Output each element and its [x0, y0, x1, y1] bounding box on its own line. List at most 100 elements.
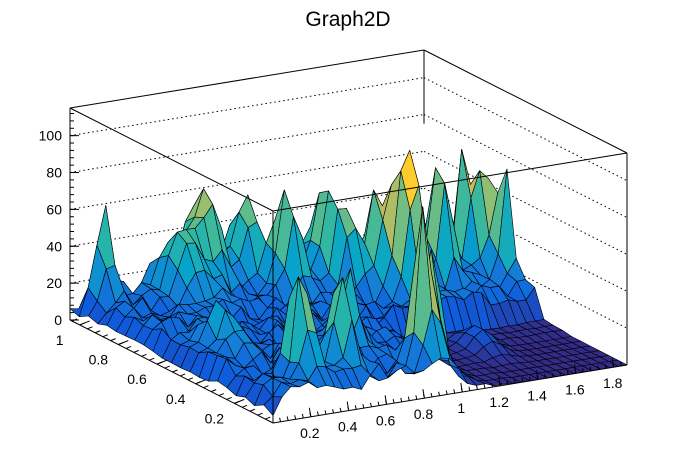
- x-tick-label: 1: [457, 400, 465, 416]
- y-minor-tick: [149, 357, 155, 361]
- x-minor-tick: [513, 379, 516, 384]
- x-minor-tick: [475, 385, 478, 390]
- x-minor-tick: [619, 361, 622, 367]
- frame-edge: [272, 152, 628, 212]
- y-tick-label: 0.8: [89, 352, 109, 368]
- y-minor-tick: [79, 322, 85, 326]
- y-minor-tick: [195, 381, 201, 385]
- x-minor-tick: [279, 417, 282, 422]
- gridline-right-wall: [423, 114, 628, 218]
- x-minor-tick: [597, 365, 600, 370]
- x-minor-tick: [377, 401, 380, 406]
- x-minor-tick: [392, 399, 395, 404]
- y-minor-tick: [180, 373, 186, 377]
- x-minor-tick: [347, 406, 350, 411]
- y-minor-tick: [164, 365, 170, 369]
- x-minor-tick: [430, 392, 433, 398]
- y-minor-tick: [265, 416, 271, 420]
- x-tick-label: 1.6: [565, 381, 585, 397]
- x-tick-label: 0.6: [376, 412, 396, 428]
- x-minor-tick: [460, 387, 463, 393]
- x-minor-tick: [438, 391, 441, 396]
- z-tick-label: 80: [46, 165, 62, 181]
- x-tick-label: 1.2: [489, 394, 509, 410]
- gridline-right-wall: [423, 77, 628, 182]
- axes: 0 20 40 60 80 100 0.2 0.4 0.6 0.8 1 1.2 1.4 1.6 1.8 0.2…: [39, 113, 623, 441]
- x-minor-tick: [491, 382, 494, 388]
- y-minor-tick: [234, 400, 240, 404]
- x-minor-tick: [536, 375, 539, 380]
- y-axis-line: [69, 319, 274, 424]
- y-minor-tick: [125, 345, 132, 349]
- gridline-right-wall: [423, 187, 628, 292]
- y-minor-tick: [210, 389, 217, 393]
- x-minor-tick: [506, 380, 509, 385]
- x-minor-tick: [445, 390, 448, 395]
- x-tick-label: 0.8: [414, 406, 434, 422]
- x-minor-tick: [332, 408, 335, 414]
- z-tick-label: 60: [46, 201, 62, 217]
- y-tick-label: 0.6: [127, 371, 147, 387]
- x-minor-tick: [294, 415, 297, 420]
- frame-edge: [69, 49, 425, 109]
- x-tick-label: 0.2: [300, 425, 320, 441]
- gridline-right-wall: [423, 224, 628, 329]
- y-minor-tick: [87, 326, 93, 330]
- gridline-back-wall: [69, 224, 425, 284]
- y-minor-tick: [226, 396, 232, 400]
- gridline-back-wall: [69, 77, 425, 137]
- y-minor-tick: [141, 353, 147, 357]
- x-minor-tick: [498, 381, 501, 386]
- y-minor-tick: [249, 408, 255, 412]
- y-minor-tick: [94, 330, 101, 334]
- y-minor-tick: [172, 369, 178, 373]
- x-minor-tick: [581, 368, 584, 373]
- x-minor-tick: [574, 369, 577, 374]
- x-minor-tick: [566, 370, 569, 375]
- z-tick-label: 100: [39, 128, 63, 144]
- x-minor-tick: [301, 413, 304, 419]
- y-tick-label: 0.2: [205, 410, 225, 426]
- x-minor-tick: [589, 366, 592, 372]
- x-tick-label: 0.4: [338, 419, 358, 435]
- y-tick-label: 1: [56, 332, 64, 348]
- x-minor-tick: [316, 411, 319, 416]
- x-minor-tick: [483, 384, 486, 389]
- frame-edge: [69, 107, 274, 212]
- y-minor-tick: [133, 349, 139, 353]
- chart-title: Graph2D: [305, 8, 390, 31]
- x-minor-tick: [400, 397, 403, 403]
- gridline-right-wall: [423, 150, 628, 255]
- y-minor-tick: [71, 318, 78, 322]
- x-minor-tick: [604, 364, 607, 369]
- x-minor-tick: [422, 394, 425, 399]
- y-minor-tick: [203, 385, 209, 389]
- x-minor-tick: [453, 389, 456, 394]
- x-minor-tick: [354, 405, 357, 410]
- x-minor-tick: [528, 376, 531, 381]
- y-minor-tick: [218, 393, 225, 396]
- x-minor-tick: [362, 403, 365, 409]
- x-minor-tick: [339, 407, 342, 412]
- x-minor-tick: [324, 410, 327, 415]
- x-minor-tick: [544, 374, 547, 379]
- y-tick-label: 0.4: [166, 391, 186, 407]
- x-minor-tick: [309, 412, 312, 417]
- x-tick-label: 1.4: [527, 388, 547, 404]
- x-minor-tick: [286, 416, 289, 421]
- y-minor-tick: [156, 361, 163, 365]
- y-minor-tick: [110, 338, 116, 342]
- y-minor-tick: [257, 412, 263, 416]
- y-minor-tick: [118, 342, 124, 345]
- gridline-back-wall: [69, 150, 425, 210]
- y-minor-tick: [102, 334, 109, 338]
- surface-mesh: [69, 149, 628, 416]
- back-walls: [69, 77, 628, 329]
- x-tick-label: 1.8: [603, 375, 623, 391]
- z-tick-label: 20: [46, 275, 62, 291]
- frame-edge: [423, 49, 628, 154]
- gridline-back-wall: [69, 114, 425, 174]
- z-tick-label: 40: [46, 238, 62, 254]
- gridline-back-wall: [69, 187, 425, 247]
